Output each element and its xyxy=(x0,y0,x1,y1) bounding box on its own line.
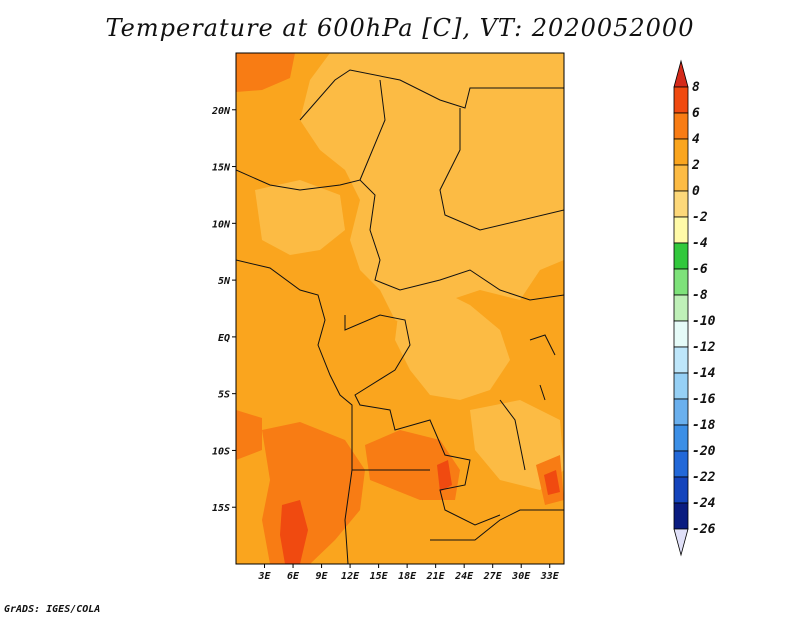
coastline-west xyxy=(236,259,353,564)
y-tick-label: 20N xyxy=(211,106,231,117)
country-borders xyxy=(236,69,564,564)
colorbar-swatch xyxy=(673,450,689,478)
x-tick-label: 33E xyxy=(540,571,560,582)
grads-credit: GrADS: IGES/COLA xyxy=(4,604,101,615)
field-region-warm-nw xyxy=(236,53,295,92)
border-chad-sudan xyxy=(359,79,564,231)
colorbar-swatch xyxy=(673,346,689,374)
colorbar: 8 6 4 2 0 -2 -4 -6 -8 -10 -12 -14 -16 -18 -20 -22 -24 -26 xyxy=(673,59,716,557)
y-axis: 20N 15N 10N 5N EQ 5S 10S 15S xyxy=(211,106,236,514)
x-tick-label: 30E xyxy=(511,571,531,582)
x-axis: 3E 6E 9E 12E 15E 18E 21E 24E 27E 30E 33E xyxy=(257,564,560,582)
lakes-east xyxy=(499,334,556,471)
colorbar-label: 8 xyxy=(692,80,700,95)
field-region-warm-sw xyxy=(236,410,262,460)
y-tick-label: 15S xyxy=(212,503,230,514)
colorbar-swatch xyxy=(673,294,689,322)
colorbar-label: -12 xyxy=(692,340,716,355)
colorbar-label: 4 xyxy=(692,132,700,147)
field-region-warm-angola xyxy=(365,430,460,500)
y-tick-label: EQ xyxy=(218,333,230,344)
y-tick-label: 10N xyxy=(212,219,231,230)
colorbar-swatch xyxy=(673,502,689,530)
x-tick-label: 24E xyxy=(454,571,474,582)
chart-title: Temperature at 600hPa [C], VT: 202005200… xyxy=(105,14,695,42)
colorbar-swatch xyxy=(673,424,689,452)
colorbar-swatch xyxy=(673,398,689,426)
border-south xyxy=(352,469,564,541)
colorbar-top-triangle xyxy=(673,59,689,88)
x-tick-label: 18E xyxy=(398,571,417,582)
x-tick-label: 27E xyxy=(483,571,503,582)
field-hotspot-east xyxy=(544,470,560,495)
field-hotspot-southwest xyxy=(280,500,308,564)
colorbar-swatch xyxy=(673,86,689,114)
colorbar-label: -24 xyxy=(692,496,716,511)
colorbar-label: -20 xyxy=(692,444,716,459)
colorbar-swatch xyxy=(673,112,689,140)
colorbar-label: -2 xyxy=(692,210,708,225)
y-tick-label: 10S xyxy=(212,446,230,457)
colorbar-label: -16 xyxy=(692,392,716,407)
x-tick-label: 15E xyxy=(370,571,389,582)
border-sahel xyxy=(236,169,564,301)
x-tick-label: 12E xyxy=(341,571,360,582)
colorbar-bottom-triangle xyxy=(673,528,689,557)
field-region-cool-northeast xyxy=(300,53,564,330)
x-tick-label: 9E xyxy=(316,571,329,582)
colorbar-label: -10 xyxy=(692,314,716,329)
colorbar-label: 6 xyxy=(692,106,700,121)
colorbar-swatch xyxy=(673,138,689,166)
colorbar-label: -26 xyxy=(692,522,716,537)
y-tick-label: 5N xyxy=(218,276,231,287)
colorbar-label: -6 xyxy=(692,262,708,277)
colorbar-label: -18 xyxy=(692,418,716,433)
colorbar-swatch xyxy=(673,164,689,192)
colorbar-swatch xyxy=(673,190,689,218)
colorbar-swatch xyxy=(673,216,689,244)
colorbar-label: -8 xyxy=(692,288,708,303)
temperature-field xyxy=(236,53,564,564)
y-tick-label: 15N xyxy=(212,163,231,174)
x-tick-label: 6E xyxy=(287,571,300,582)
colorbar-label: 2 xyxy=(691,158,700,173)
x-tick-label: 21E xyxy=(426,571,446,582)
colorbar-swatch xyxy=(673,476,689,504)
colorbar-swatch xyxy=(673,242,689,270)
colorbar-label: -14 xyxy=(692,366,716,381)
colorbar-label: -22 xyxy=(692,470,716,485)
border-central xyxy=(344,314,501,526)
map-frame xyxy=(235,52,565,565)
field-region-cool-central xyxy=(395,290,510,400)
colorbar-swatch xyxy=(673,372,689,400)
colorbar-label: -4 xyxy=(692,236,708,251)
colorbar-swatch xyxy=(673,268,689,296)
field-hotspot-zambia xyxy=(437,460,452,492)
y-tick-label: 5S xyxy=(218,390,230,401)
field-region-cool-west xyxy=(255,180,345,255)
x-tick-label: 3E xyxy=(257,571,271,582)
colorbar-label: 0 xyxy=(692,184,700,199)
colorbar-swatch xyxy=(673,320,689,348)
border-north xyxy=(299,69,564,121)
